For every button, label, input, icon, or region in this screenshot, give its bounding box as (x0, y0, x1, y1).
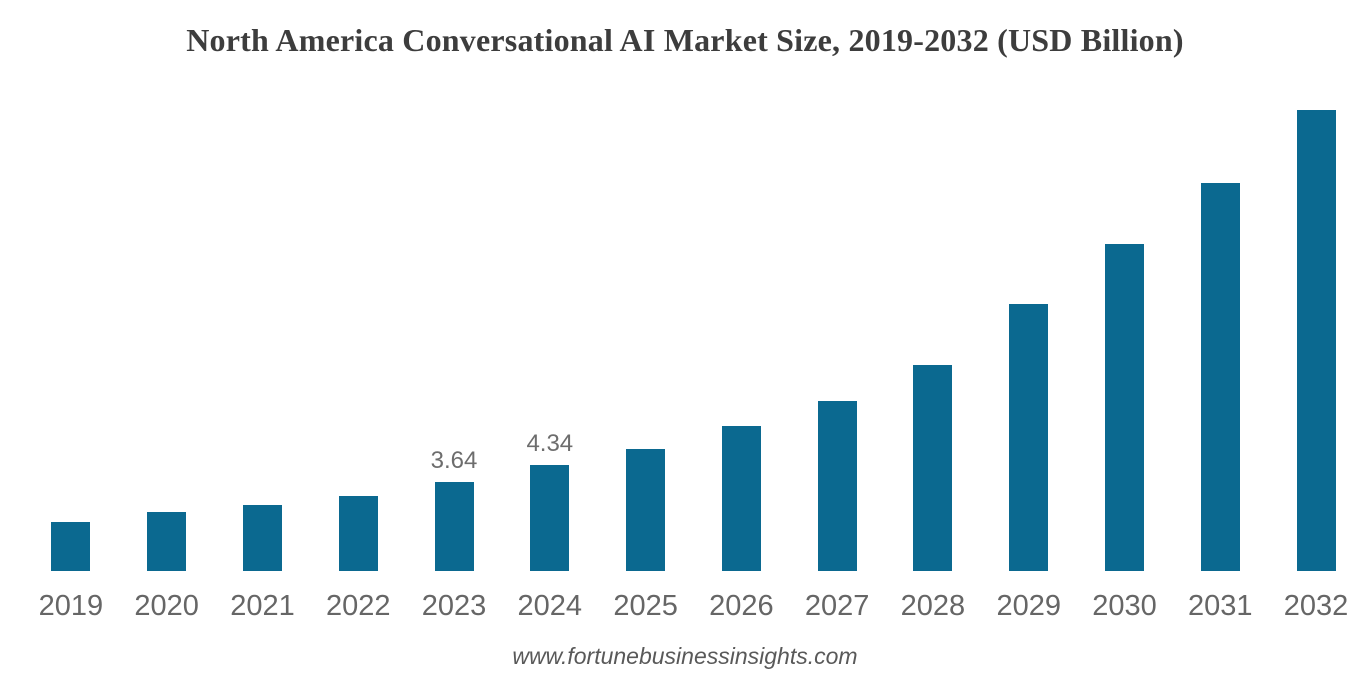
bar-2026 (721, 426, 761, 571)
bar-2025 (626, 449, 666, 571)
bar-group-2027 (789, 85, 885, 571)
bar-value-label-2023: 3.64 (430, 447, 478, 474)
bar-2032 (1296, 110, 1336, 571)
bar-2021 (242, 505, 282, 571)
bar-2024 (530, 465, 570, 571)
bar-2022 (338, 496, 378, 571)
bar-group-2029 (981, 85, 1077, 571)
bar-group-2022 (310, 85, 406, 571)
x-axis-label-2027: 2027 (804, 590, 870, 622)
x-axis-label-2028: 2028 (900, 590, 966, 622)
x-axis-label-2024: 2024 (517, 590, 583, 622)
x-axis-label-2022: 2022 (325, 590, 391, 622)
x-axis-label-2031: 2031 (1188, 590, 1253, 622)
bar-2020 (147, 512, 187, 571)
bar-group-2026 (693, 85, 789, 571)
x-axis-label-2030: 2030 (1092, 590, 1157, 622)
x-axis-label-2025: 2025 (613, 590, 678, 622)
bar-2028 (913, 365, 953, 571)
bar-group-2023: 3.64 (406, 85, 502, 571)
source-link[interactable]: www.fortunebusinessinsights.com (512, 643, 858, 669)
x-axis-label-2032: 2032 (1283, 590, 1349, 622)
bar-chart-plot-area: 3.64 4.34 (23, 85, 1364, 571)
chart-title: North America Conversational AI Market S… (186, 22, 1184, 58)
bar-group-2032 (1268, 85, 1364, 571)
x-axis-label-2021: 2021 (230, 590, 295, 622)
bar-group-2019 (23, 85, 119, 571)
bar-2029 (1009, 304, 1049, 571)
bar-group-2025 (598, 85, 694, 571)
bar-value-label-2024: 4.34 (526, 430, 574, 457)
x-axis-label-2026: 2026 (709, 590, 774, 622)
bar-group-2024: 4.34 (502, 85, 598, 571)
x-axis-label-2019: 2019 (38, 590, 104, 622)
bar-group-2031 (1172, 85, 1268, 571)
x-axis-label-2023: 2023 (421, 590, 487, 622)
x-axis-label-2020: 2020 (134, 590, 199, 622)
bar-group-2020 (119, 85, 215, 571)
bar-2019 (51, 522, 91, 571)
bar-2030 (1104, 244, 1144, 571)
bar-group-2021 (215, 85, 311, 571)
bar-group-2028 (885, 85, 981, 571)
bar-group-2030 (1077, 85, 1173, 571)
bar-2031 (1200, 183, 1240, 571)
bar-2027 (817, 401, 857, 571)
bar-2023 (434, 482, 474, 571)
x-axis-labels-row: 2019 2020 2021 2022 2023 2024 2025 2026 2027 2028… (23, 590, 1364, 623)
x-axis-label-2029: 2029 (996, 590, 1061, 622)
